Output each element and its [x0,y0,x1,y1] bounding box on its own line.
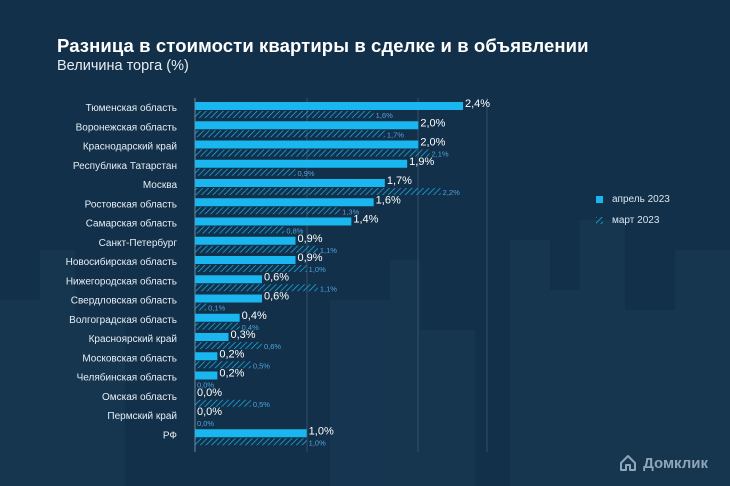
legend-march-label: март 2023 [612,215,660,226]
bar-april [195,198,374,207]
category-label: Пермский край [107,411,177,422]
bar-march-label: 1,0% [309,438,326,447]
bar-march [195,188,441,195]
bar-march [195,399,251,407]
bar-march-label: 1,1% [320,284,337,293]
legend-april-label: апрель 2023 [612,194,670,205]
chart-title: Разница в стоимости квартиры в сделке и … [57,35,589,56]
category-label: Воронежская область [76,121,177,133]
bar-april [195,352,218,361]
category-label: Тюменская область [86,102,177,114]
bar-march-label: 2,1% [432,150,449,159]
bar-april-label: 2,0% [420,117,445,129]
bar-april-label: 0,4% [242,310,267,322]
bar-april-label: 1,9% [409,156,434,168]
bar-march-label: 0,0% [197,419,214,428]
category-label: Красноярский край [89,334,177,345]
bar-march-label: 1,0% [309,265,326,274]
bar-march-label: 1,7% [387,130,404,139]
chart-subtitle: Величина торга (%) [57,58,189,74]
bar-march-label: 1,6% [376,111,393,120]
bar-march-label: 0,0% [197,381,214,390]
house-icon [620,455,637,471]
bar-march-label: 0,5% [253,400,270,409]
bar-march-label: 0,8% [286,227,303,236]
bar-april-label: 2,4% [465,98,490,110]
bar-april-label: 1,0% [309,425,334,437]
bar-april-label: 0,9% [298,233,323,245]
bar-march [195,265,307,272]
legend-march: март 2023 [596,215,659,226]
logo-text: Домклик [643,454,708,472]
bar-march-label: 1,1% [320,246,337,255]
category-label: Республика Татарстан [73,160,177,172]
bar-april-label: 0,3% [231,329,256,341]
bar-march [195,322,240,330]
category-label: Москва [143,180,178,191]
bar-march [195,284,318,292]
bar-april-label: 1,7% [387,175,412,187]
bar-april [195,294,262,303]
domclick-logo: Домклик [619,454,708,472]
category-label: Нижегородская область [66,275,177,287]
bar-march [195,245,318,253]
category-label: РФ [163,430,178,441]
bar-april [195,333,229,341]
category-label: Волгоградская область [69,314,177,326]
bar-march-label: 0,4% [242,323,259,332]
bar-march [195,438,307,446]
category-label: Московская область [82,352,177,364]
bar-march [195,361,251,369]
bar-april-label: 0,9% [298,252,323,264]
bar-april-label: 0,6% [264,271,289,283]
bar-april-label: 1,6% [376,194,401,206]
bar-april-label: 0,0% [197,387,222,399]
bar-april [195,159,408,168]
legend-march-swatch [596,217,603,224]
bar-april [195,256,296,264]
bar-march [195,149,430,157]
bar-april [195,313,240,322]
category-label: Краснодарский край [83,142,177,153]
bar-april [195,121,419,130]
bar-april [195,140,419,149]
bar-march-label: 0,1% [208,304,225,313]
bar-april [195,179,385,187]
category-label: Новосибирская область [66,256,177,268]
category-label: Омская область [102,391,177,403]
bar-march [195,130,385,138]
bar-march [195,207,341,215]
legend-april: апрель 2023 [596,194,670,205]
bar-april-label: 0,6% [264,291,289,303]
legend-april-swatch [596,196,603,203]
bar-april-label: 0,2% [219,368,244,380]
bar-april-label: 0,0% [197,406,222,418]
bar-march-label: 0,6% [264,342,281,351]
category-label: Челябинская область [77,372,177,384]
bar-april-label: 0,2% [219,348,244,360]
bar-april-label: 1,4% [353,214,378,226]
bar-march [195,303,207,311]
category-label: Ростовская область [85,198,177,210]
bar-march [195,226,285,234]
bar-april [195,371,218,380]
bar-april [195,236,296,245]
category-label: Свердловская область [71,295,177,307]
bar-april [195,275,262,284]
bar-march [195,342,262,349]
bar-april [195,102,463,110]
bar-march-label: 1,3% [342,207,359,216]
bar-april [195,429,307,438]
bar-march [195,111,374,118]
bar-march-label: 2,2% [443,188,460,197]
bar-march-label: 0,9% [298,169,315,178]
category-label: Санкт-Петербург [99,237,178,249]
bar-march [195,168,296,176]
bar-april-label: 2,0% [420,137,445,149]
category-label: Самарская область [86,218,177,230]
bar-march-label: 0,5% [253,361,270,370]
bar-april [195,217,352,226]
